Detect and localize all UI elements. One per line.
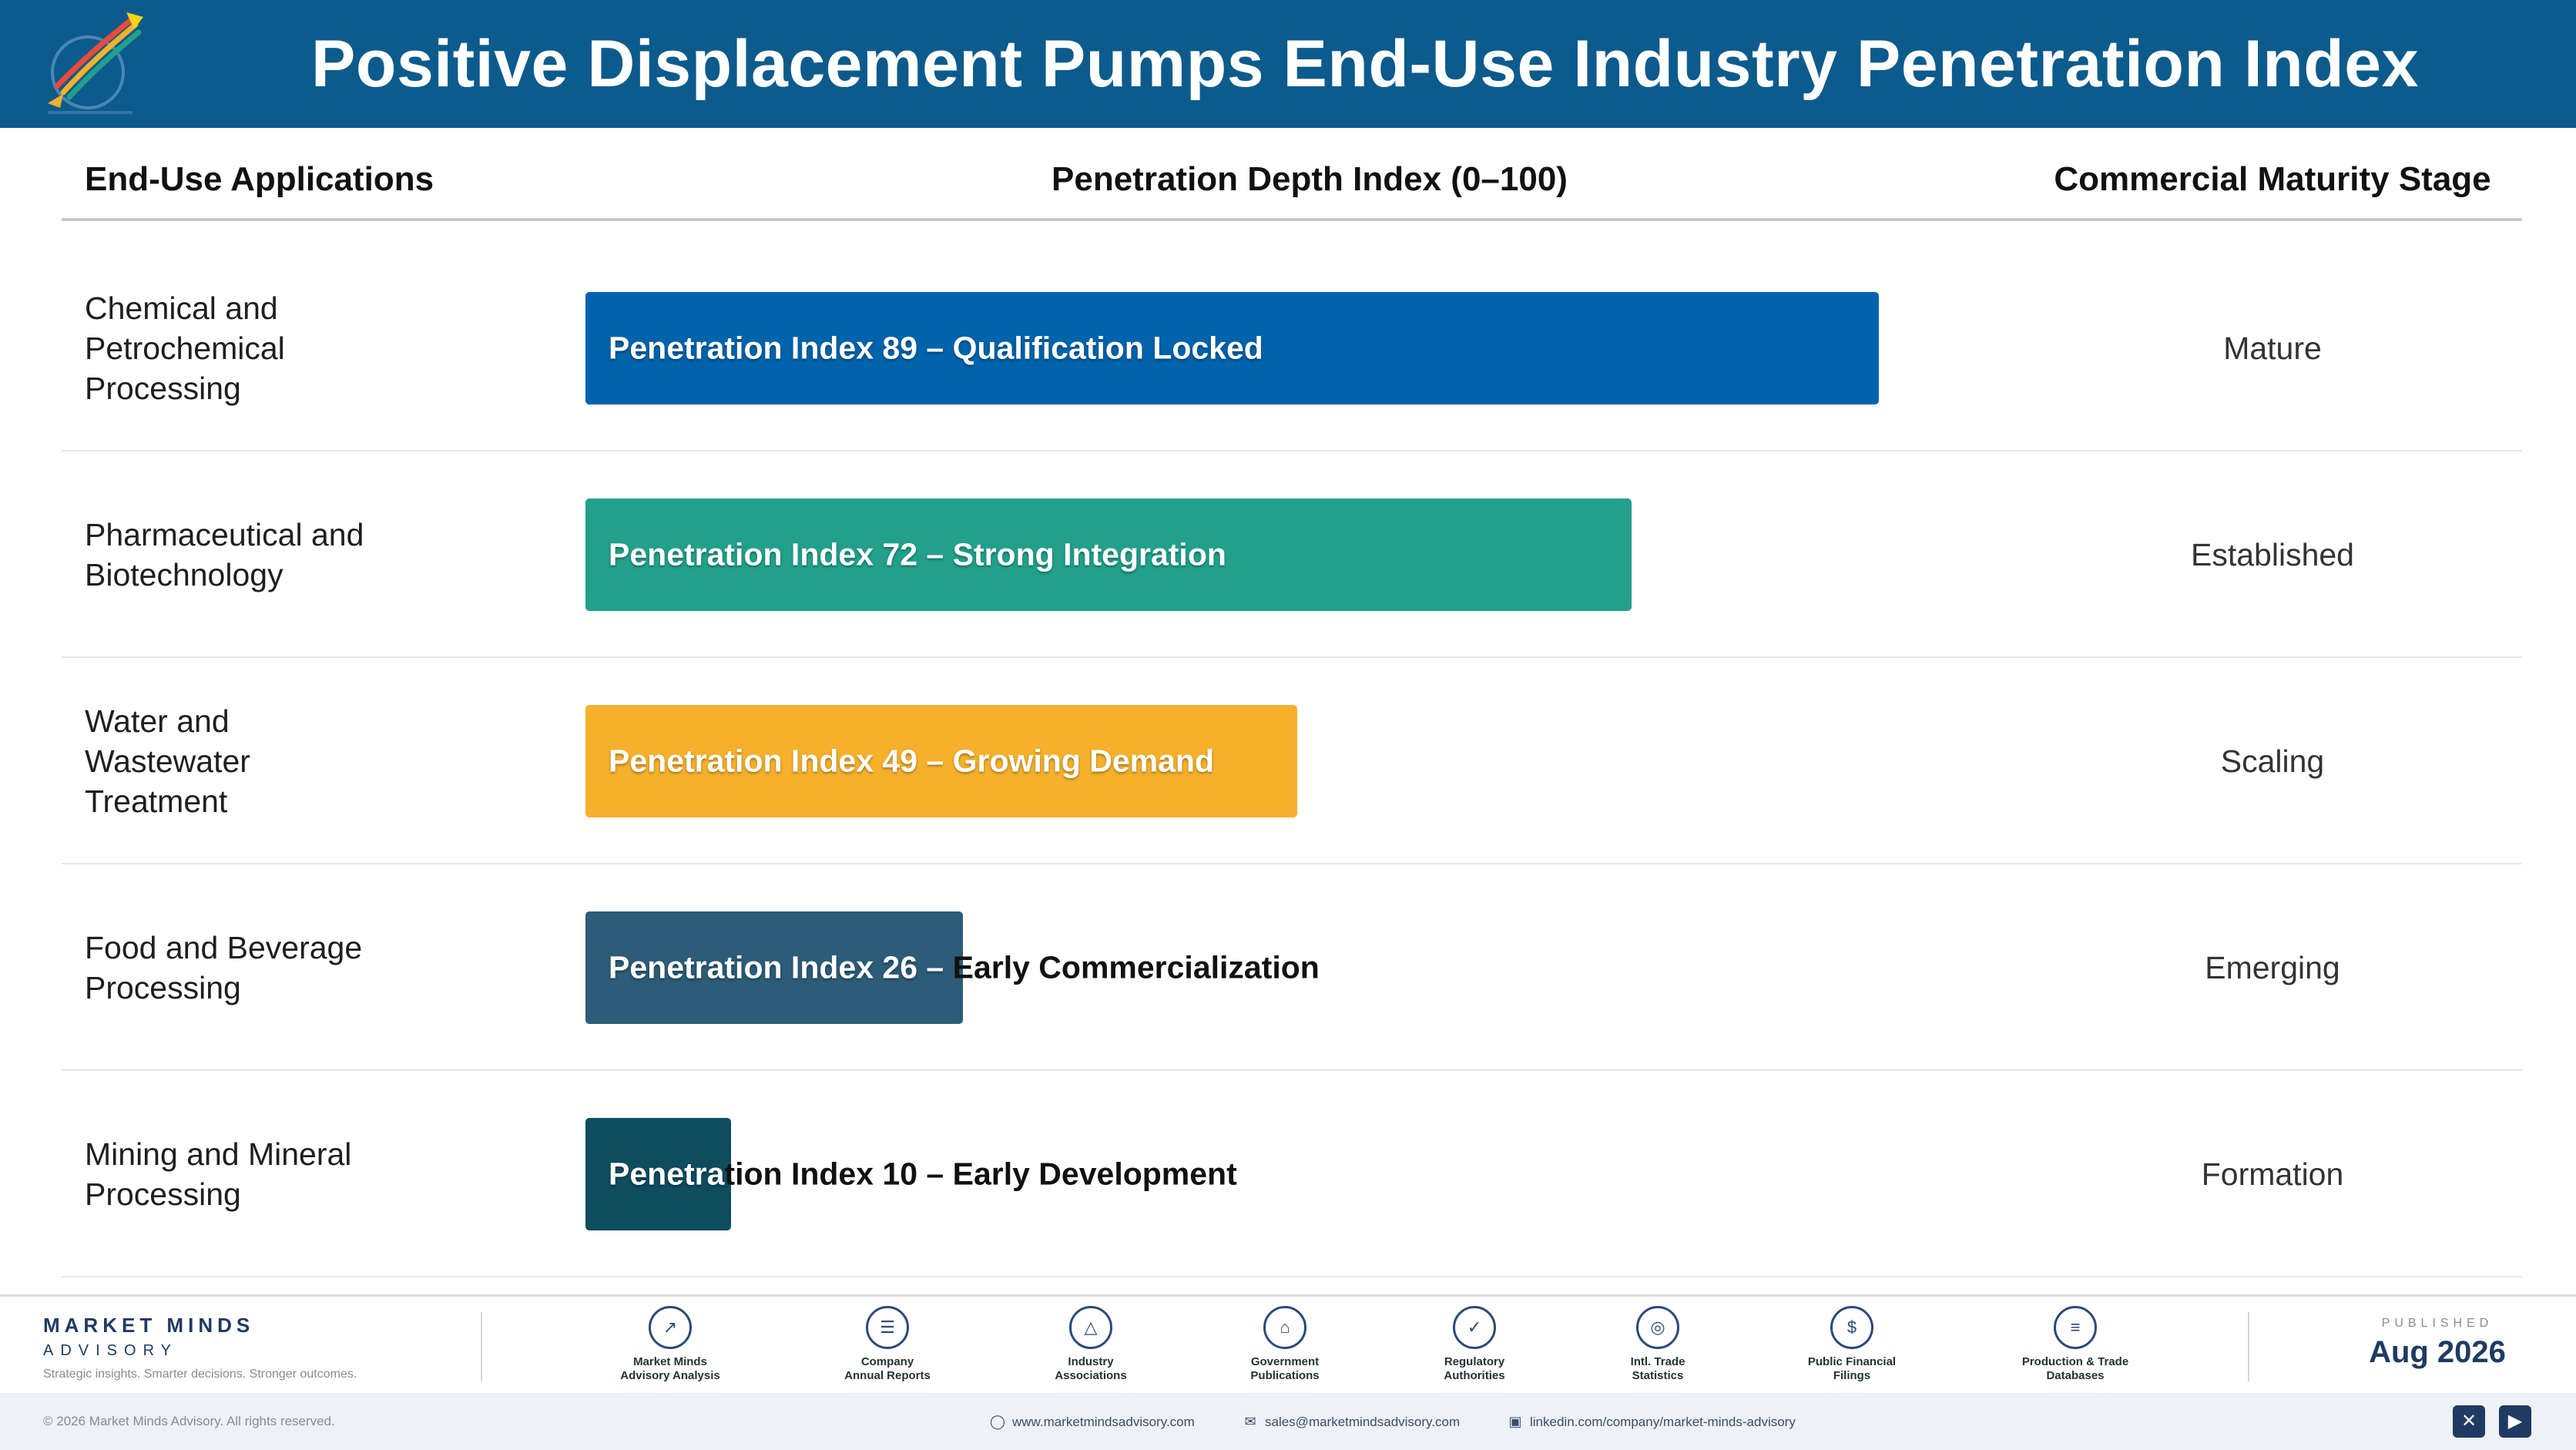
copyright: © 2026 Market Minds Advisory. All rights… <box>43 1414 335 1428</box>
maturity-stage: Scaling <box>2220 743 2325 779</box>
bar-label: Penetration Index 72 – Strong Integratio… <box>609 536 1226 572</box>
source-item: ⌂ Government Publications <box>1208 1306 1362 1383</box>
source-label: Production & Trade Databases <box>2021 1355 2129 1382</box>
maturity-stage: Mature <box>2223 330 2322 366</box>
footer: MARKET MINDS ADVISORY Strategic insights… <box>0 1294 2576 1393</box>
trend-line-icon: ↗ <box>649 1306 692 1349</box>
category-label: Chemical and Petrochemical Processing <box>85 290 285 406</box>
header-divider <box>62 218 2522 221</box>
column-header-stage: Commercial Maturity Stage <box>2054 160 2491 198</box>
bar-label: Penetration Index 49 – Growing Demand <box>609 743 1215 779</box>
linkedin-link[interactable]: ▣ linkedin.com/company/market-minds-advis… <box>1507 1393 1796 1450</box>
column-header-index: Penetration Depth Index (0–100) <box>1052 160 1568 198</box>
bar-track: Penetration Index 72 – Strong Integratio… <box>585 451 2038 658</box>
chart-row: Water and Wastewater Treatment Penetratio… <box>62 658 2522 864</box>
website-link[interactable]: ◯ www.marketmindsadvisory.com <box>989 1393 1195 1450</box>
bar-label: Penetration Index 10 – Early Development <box>609 1156 1237 1192</box>
dollar-coin-icon: $ <box>1830 1306 1873 1349</box>
source-label: Intl. Trade Statistics <box>1630 1355 1685 1382</box>
row-divider <box>62 656 2522 658</box>
bottom-bar: © 2026 Market Minds Advisory. All rights… <box>0 1393 2576 1450</box>
document-icon: ☰ <box>866 1306 909 1349</box>
linkedin-icon: ▣ <box>1508 1414 1522 1429</box>
shield-check-icon: ✓ <box>1453 1306 1496 1349</box>
source-item: ☰ Company Annual Reports <box>810 1306 964 1383</box>
bar <box>585 498 1632 611</box>
database-icon: ≡ <box>2054 1306 2097 1349</box>
source-item: ✓ Regulatory Authorities <box>1397 1306 1551 1383</box>
bar-track: Penetration Index 26 – Early Commerciali… <box>585 864 2038 1071</box>
bar-track: Penetration Index 10 – Early Development <box>585 1071 2038 1277</box>
source-label: Government Publications <box>1250 1355 1320 1382</box>
chart-row: Food and Beverage Processing Penetration … <box>62 864 2522 1071</box>
category-label: Mining and Mineral Processing <box>85 1136 352 1212</box>
footer-divider <box>481 1312 482 1381</box>
published-block: PUBLISHED Aug 2026 <box>2353 1317 2522 1370</box>
footer-divider <box>2248 1312 2249 1381</box>
mail-icon: ✉ <box>1244 1414 1256 1429</box>
bar-track: Penetration Index 49 – Growing Demand <box>585 658 2038 864</box>
email-text: sales@marketmindsadvisory.com <box>1265 1415 1461 1429</box>
source-item: ◎ Intl. Trade Statistics <box>1581 1306 1735 1383</box>
youtube-social-icon[interactable]: ▶ <box>2499 1405 2531 1438</box>
brand-block: MARKET MINDS ADVISORY Strategic insights… <box>43 1314 357 1381</box>
source-label: Regulatory Authorities <box>1444 1355 1505 1382</box>
maturity-stage: Emerging <box>2205 949 2340 985</box>
brand-tagline: Strategic insights. Smarter decisions. S… <box>43 1368 357 1381</box>
source-item: ≡ Production & Trade Databases <box>1998 1306 2152 1383</box>
government-building-icon: ⌂ <box>1263 1306 1306 1349</box>
category-label: Pharmaceutical and Biotechnology <box>85 517 364 592</box>
logo <box>48 12 143 114</box>
category-label: Food and Beverage Processing <box>85 930 363 1005</box>
column-header-applications: End-Use Applications <box>85 160 434 198</box>
row-divider <box>62 1069 2522 1071</box>
bar-track: Penetration Index 89 – Qualification Loc… <box>585 245 2038 451</box>
category-label: Water and Wastewater Treatment <box>85 703 250 819</box>
row-divider <box>62 1276 2522 1277</box>
globe-icon: ◯ <box>989 1414 1006 1429</box>
brand-name: MARKET MINDS <box>43 1314 255 1337</box>
bar-label: Penetration Index 89 – Qualification Loc… <box>609 330 1263 366</box>
website-text: www.marketmindsadvisory.com <box>1012 1415 1195 1429</box>
bar <box>585 911 964 1024</box>
bar-label: Penetration Index 26 – Early Commerciali… <box>609 949 1320 985</box>
email-link[interactable]: ✉ sales@marketmindsadvisory.com <box>1242 1393 1460 1450</box>
bar <box>585 705 1298 817</box>
source-label: Market Minds Advisory Analysis <box>620 1355 720 1382</box>
page-title: Positive Displacement Pumps End-Use Indu… <box>311 27 2419 101</box>
network-icon: △ <box>1069 1306 1112 1349</box>
header-bar: Positive Displacement Pumps End-Use Indu… <box>0 0 2576 128</box>
bar <box>585 1118 731 1230</box>
published-label: PUBLISHED <box>2381 1317 2494 1330</box>
maturity-stage: Formation <box>2201 1156 2344 1192</box>
maturity-stage: Established <box>2191 536 2354 572</box>
linkedin-text: linkedin.com/company/market-minds-adviso… <box>1530 1415 1796 1429</box>
globe-icon: ◎ <box>1636 1306 1679 1349</box>
chart-row: Mining and Mineral Processing Penetration… <box>62 1071 2522 1277</box>
source-label: Public Financial Filings <box>1807 1355 1897 1382</box>
source-item: $ Public Financial Filings <box>1775 1306 1929 1383</box>
source-item: ↗ Market Minds Advisory Analysis <box>593 1306 747 1383</box>
x-social-icon[interactable]: ✕ <box>2453 1405 2485 1438</box>
brand-subtitle: ADVISORY <box>43 1342 178 1359</box>
source-item: △ Industry Associations <box>1014 1306 1168 1383</box>
row-divider <box>62 863 2522 864</box>
row-divider <box>62 450 2522 451</box>
published-date: Aug 2026 <box>2369 1335 2506 1369</box>
source-label: Company Annual Reports <box>844 1355 931 1382</box>
bar <box>585 292 1879 404</box>
chart-row: Pharmaceutical and Biotechnology Penetrat… <box>62 451 2522 658</box>
source-label: Industry Associations <box>1055 1355 1127 1382</box>
chart-row: Chemical and Petrochemical Processing Pen… <box>62 245 2522 451</box>
